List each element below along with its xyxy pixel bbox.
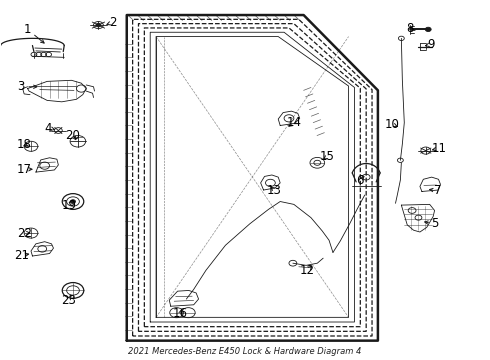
Text: 21: 21: [14, 249, 29, 262]
Text: 15: 15: [319, 150, 335, 163]
Text: 9: 9: [427, 38, 435, 51]
Text: 22: 22: [17, 226, 32, 239]
Circle shape: [314, 160, 321, 165]
Circle shape: [96, 23, 101, 27]
Text: 19: 19: [62, 199, 76, 212]
Text: 8: 8: [407, 22, 414, 35]
Text: 16: 16: [173, 307, 188, 320]
Text: 12: 12: [300, 264, 315, 277]
Text: 18: 18: [17, 138, 31, 150]
Text: 5: 5: [431, 217, 438, 230]
Text: 11: 11: [432, 142, 447, 155]
Text: 7: 7: [434, 184, 442, 197]
Text: 2: 2: [109, 16, 117, 29]
Text: 23: 23: [61, 294, 75, 307]
Circle shape: [425, 27, 431, 32]
Text: 3: 3: [18, 80, 25, 93]
Text: 14: 14: [286, 116, 301, 129]
Text: 4: 4: [45, 122, 52, 135]
Text: 2021 Mercedes-Benz E450 Lock & Hardware Diagram 4: 2021 Mercedes-Benz E450 Lock & Hardware …: [128, 347, 362, 356]
Text: 1: 1: [24, 23, 31, 36]
Circle shape: [71, 200, 75, 203]
Text: 17: 17: [17, 163, 32, 176]
Text: 6: 6: [356, 174, 364, 187]
Text: 13: 13: [267, 184, 282, 197]
Circle shape: [362, 174, 370, 180]
Text: 10: 10: [385, 118, 400, 131]
Text: 20: 20: [66, 129, 80, 142]
